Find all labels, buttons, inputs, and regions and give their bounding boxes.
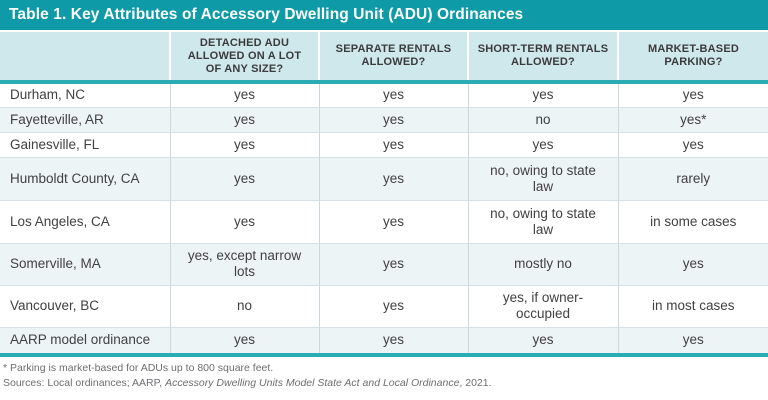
value-cell: yes: [169, 82, 319, 108]
value-cell: no: [169, 285, 319, 328]
value-cell: yes: [318, 107, 468, 133]
table-body: Durham, NC yes yes yes yes Fayetteville,…: [0, 82, 768, 357]
value-cell: yes: [318, 132, 468, 158]
value-cell: yes: [318, 285, 468, 328]
value-cell: yes: [169, 157, 319, 201]
footnote-asterisk: * Parking is market-based for ADUs up to…: [3, 362, 274, 374]
sources-publication-title: Accessory Dwelling Units Model State Act…: [165, 376, 460, 389]
jurisdiction-cell: Gainesville, FL: [0, 132, 170, 158]
value-cell: yes: [617, 132, 768, 158]
column-header-market-parking: MARKET-BASED PARKING?: [617, 32, 768, 84]
jurisdiction-cell: Humboldt County, CA: [0, 157, 170, 201]
value-cell: rarely: [617, 157, 768, 201]
value-cell: no, owing to state law: [467, 157, 618, 201]
sources-prefix: Sources: Local ordinances; AARP,: [3, 376, 166, 389]
value-cell: in most cases: [617, 285, 768, 328]
column-header-separate-rentals: SEPARATE RENTALS ALLOWED?: [318, 32, 468, 84]
value-cell: yes*: [617, 107, 768, 133]
value-cell: yes, except narrow lots: [169, 243, 319, 286]
value-cell: yes: [169, 132, 319, 158]
value-cell: yes: [617, 327, 768, 357]
value-cell: yes: [318, 327, 468, 357]
value-cell: yes: [318, 157, 468, 201]
value-cell: yes: [467, 327, 618, 357]
jurisdiction-cell: Fayetteville, AR: [0, 107, 170, 133]
jurisdiction-cell: Los Angeles, CA: [0, 200, 170, 244]
value-cell: yes: [169, 107, 319, 133]
table-row: Somerville, MA yes, except narrow lots y…: [0, 243, 768, 286]
value-cell: yes: [617, 82, 768, 108]
value-cell: yes, if owner-occupied: [467, 285, 618, 328]
value-cell: no, owing to state law: [467, 200, 618, 244]
value-cell: in some cases: [617, 200, 768, 244]
jurisdiction-cell: AARP model ordinance: [0, 327, 170, 357]
column-header-jurisdiction: [0, 32, 170, 84]
footnote-sources: Sources: Local ordinances; AARP, Accesso…: [3, 376, 764, 391]
column-header-short-term-rentals: SHORT-TERM RENTALS ALLOWED?: [467, 32, 618, 84]
table-row: Fayetteville, AR yes yes no yes*: [0, 107, 768, 133]
header-row: DETACHED ADU ALLOWED ON A LOT OF ANY SIZ…: [0, 32, 768, 84]
table-title-bar: Table 1. Key Attributes of Accessory Dwe…: [0, 0, 768, 30]
table-row: Los Angeles, CA yes yes no, owing to sta…: [0, 200, 768, 244]
column-header-detached-adu: DETACHED ADU ALLOWED ON A LOT OF ANY SIZ…: [169, 32, 319, 84]
table-title: Table 1. Key Attributes of Accessory Dwe…: [9, 6, 524, 23]
value-cell: mostly no: [467, 243, 618, 286]
jurisdiction-cell: Durham, NC: [0, 82, 170, 108]
adu-ordinances-table: DETACHED ADU ALLOWED ON A LOT OF ANY SIZ…: [0, 32, 768, 357]
table-row: Vancouver, BC no yes yes, if owner-occup…: [0, 285, 768, 328]
jurisdiction-cell: Vancouver, BC: [0, 285, 170, 328]
table-row: Humboldt County, CA yes yes no, owing to…: [0, 157, 768, 201]
value-cell: yes: [169, 327, 319, 357]
jurisdiction-cell: Somerville, MA: [0, 243, 170, 286]
table-row: Gainesville, FL yes yes yes yes: [0, 132, 768, 158]
table-header: DETACHED ADU ALLOWED ON A LOT OF ANY SIZ…: [0, 32, 768, 84]
value-cell: yes: [318, 200, 468, 244]
footnotes: * Parking is market-based for ADUs up to…: [0, 357, 768, 390]
value-cell: yes: [318, 243, 468, 286]
value-cell: yes: [318, 82, 468, 108]
table-row: AARP model ordinance yes yes yes yes: [0, 327, 768, 357]
value-cell: yes: [617, 243, 768, 286]
sources-suffix: , 2021.: [459, 376, 492, 389]
value-cell: yes: [169, 200, 319, 244]
table-row: Durham, NC yes yes yes yes: [0, 82, 768, 108]
value-cell: yes: [467, 132, 618, 158]
value-cell: no: [467, 107, 618, 133]
value-cell: yes: [467, 82, 618, 108]
